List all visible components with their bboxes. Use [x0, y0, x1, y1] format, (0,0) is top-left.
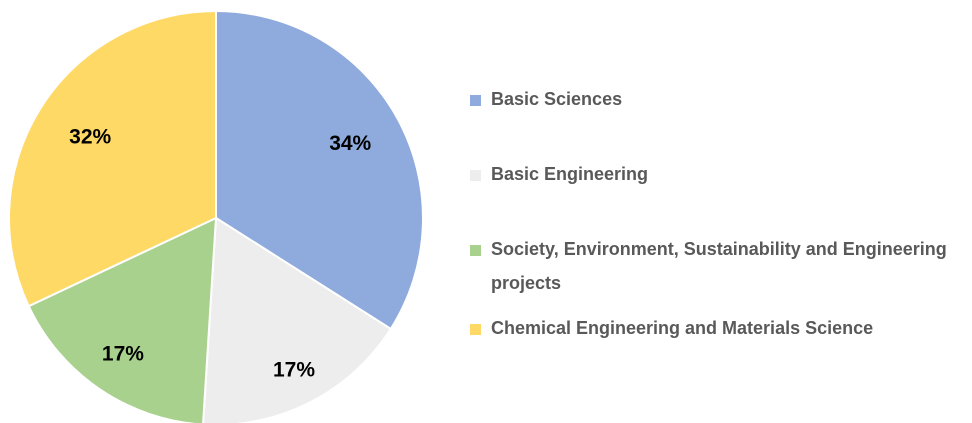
pie-slice [202, 216, 393, 423]
data-label: 32% [69, 126, 111, 149]
legend-label: Basic Sciences [491, 89, 623, 109]
legend-swatch [470, 95, 481, 106]
legend-item: Chemical Engineering and Materials Scien… [470, 318, 951, 345]
data-label: 17% [102, 343, 144, 366]
legend-item: Basic Engineering [470, 164, 951, 191]
legend-label: Chemical Engineering and Materials Scien… [491, 318, 874, 338]
legend: Basic Sciences Basic Engineering Society, … [470, 0, 970, 423]
pie-slice [27, 216, 218, 423]
data-label: 34% [329, 132, 371, 155]
pie-slice [8, 9, 217, 308]
pie: 34% 17% 17% 32% [8, 9, 424, 423]
legend-label: Basic Engineering [491, 164, 649, 184]
legend-label: Society, Environment, Sustainability and… [491, 239, 947, 293]
legend-swatch [470, 170, 481, 181]
pie-slice [215, 9, 424, 331]
legend-item: Society, Environment, Sustainability and… [470, 239, 951, 300]
data-label: 17% [273, 359, 315, 382]
legend-swatch [470, 245, 481, 256]
legend-swatch [470, 324, 481, 335]
legend-item: Basic Sciences [470, 89, 951, 116]
